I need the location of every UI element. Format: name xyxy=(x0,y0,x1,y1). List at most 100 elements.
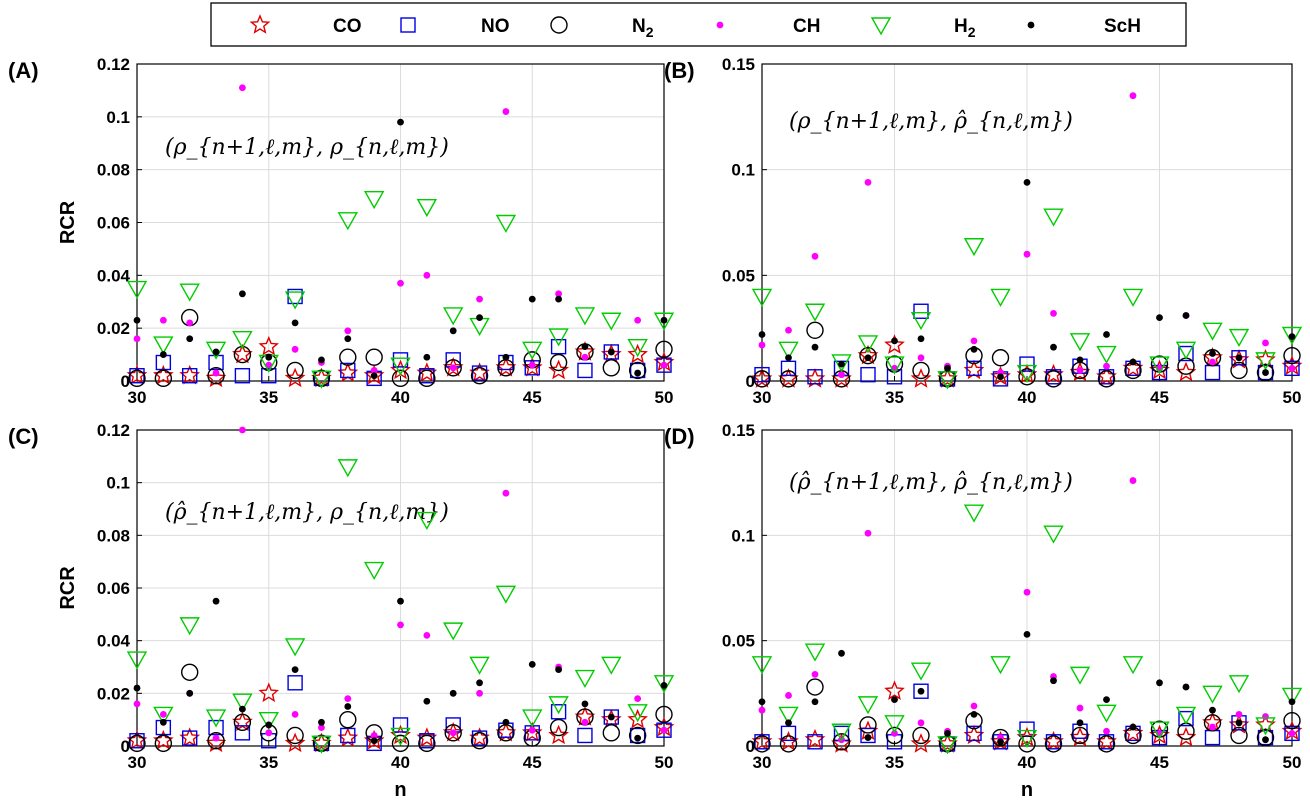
x-tick-label: 40 xyxy=(1018,753,1037,772)
x-tick-label: 35 xyxy=(885,388,904,407)
point-sch xyxy=(1129,723,1137,731)
point-h2 xyxy=(804,303,826,322)
point-ch xyxy=(1050,309,1057,317)
point-sch xyxy=(265,353,273,361)
point-sch xyxy=(1050,677,1057,685)
point-sch xyxy=(239,705,246,713)
point-h2 xyxy=(1281,687,1303,706)
point-ch xyxy=(970,702,978,710)
legend-marker-ch xyxy=(716,21,724,29)
point-ch xyxy=(1288,364,1296,372)
point-n2 xyxy=(1018,368,1036,386)
point-n2 xyxy=(207,367,225,385)
point-ch xyxy=(212,734,220,742)
point-sch xyxy=(1182,312,1190,319)
point-h2 xyxy=(1069,333,1091,352)
point-n2 xyxy=(1203,714,1222,732)
x-tick-label: 45 xyxy=(1150,753,1169,772)
point-sch xyxy=(1076,356,1084,364)
panel-annotation: (ρ_{n+1,ℓ,m}, ρ̂_{n,ℓ,m}) xyxy=(789,109,1073,134)
point-no xyxy=(1019,356,1035,372)
point-h2 xyxy=(910,312,932,331)
point-h2 xyxy=(1096,704,1117,723)
point-h2 xyxy=(416,511,438,530)
point-no xyxy=(603,709,619,725)
point-sch xyxy=(423,697,431,705)
point-ch xyxy=(785,326,792,334)
point-n2 xyxy=(470,732,489,750)
point-ch xyxy=(864,178,872,186)
point-no xyxy=(913,303,929,319)
point-h2 xyxy=(495,214,517,233)
y-tick-label: 0.1 xyxy=(106,108,130,127)
point-no xyxy=(1257,364,1274,381)
point-sch xyxy=(891,696,898,704)
point-sch xyxy=(502,718,510,726)
point-h2 xyxy=(601,312,622,331)
point-n2 xyxy=(1283,712,1301,730)
point-n2 xyxy=(391,369,410,388)
point-sch xyxy=(864,734,872,741)
point-h2 xyxy=(390,727,411,746)
point-no xyxy=(261,368,277,384)
point-n2 xyxy=(1256,363,1275,382)
point-ch xyxy=(423,271,431,279)
point-h2 xyxy=(1069,666,1091,685)
point-ch xyxy=(397,279,404,287)
point-no xyxy=(1284,360,1300,377)
point-h2 xyxy=(495,585,517,604)
point-n2 xyxy=(1044,370,1063,388)
point-sch xyxy=(970,711,978,718)
x-tick-label: 30 xyxy=(753,753,772,772)
x-tick-label: 50 xyxy=(655,388,674,407)
point-no xyxy=(966,360,982,377)
point-ch xyxy=(239,426,246,434)
point-sch xyxy=(344,703,352,710)
point-h2 xyxy=(804,643,826,662)
point-sch xyxy=(1182,683,1190,691)
point-h2 xyxy=(1043,525,1064,544)
point-co xyxy=(258,335,280,356)
point-ch xyxy=(634,695,642,702)
series-ch xyxy=(133,426,668,742)
point-n2 xyxy=(207,732,225,750)
point-ch xyxy=(476,295,483,303)
point-no xyxy=(1284,725,1300,742)
point-ch xyxy=(1103,727,1110,735)
panels: 30 35 40 45 50 0 0.02 0.04 0.06 0.08 0.1 0.12 RCR (A)… xyxy=(8,55,1303,801)
point-ch xyxy=(581,353,589,361)
point-n2 xyxy=(991,728,1010,747)
point-h2 xyxy=(831,723,852,742)
point-n2 xyxy=(549,353,568,372)
point-n2 xyxy=(339,348,357,366)
point-sch xyxy=(397,597,404,605)
point-no xyxy=(524,360,540,376)
point-h2 xyxy=(1096,345,1117,364)
point-h2 xyxy=(1122,288,1144,307)
y-tick-label: 0 xyxy=(746,737,755,756)
point-sch xyxy=(838,649,845,657)
x-tick-label: 35 xyxy=(885,753,904,772)
point-sch xyxy=(811,343,819,351)
point-ch xyxy=(133,700,141,708)
point-sch xyxy=(944,364,951,372)
point-ch xyxy=(1209,723,1216,731)
point-sch xyxy=(891,337,898,345)
point-sch xyxy=(1235,354,1243,362)
point-h2 xyxy=(363,561,385,580)
point-h2 xyxy=(1228,328,1250,348)
point-sch xyxy=(370,372,378,380)
point-ch xyxy=(1129,477,1137,484)
point-n2 xyxy=(128,734,146,753)
point-n2 xyxy=(286,361,304,380)
point-h2 xyxy=(284,291,306,310)
point-n2 xyxy=(154,369,173,388)
point-no xyxy=(1204,729,1221,746)
point-sch xyxy=(212,348,220,356)
point-h2 xyxy=(522,709,543,728)
point-n2 xyxy=(912,361,930,380)
point-n2 xyxy=(1230,361,1248,380)
point-h2 xyxy=(179,283,200,302)
series-h2 xyxy=(126,191,675,389)
point-h2 xyxy=(337,459,358,478)
